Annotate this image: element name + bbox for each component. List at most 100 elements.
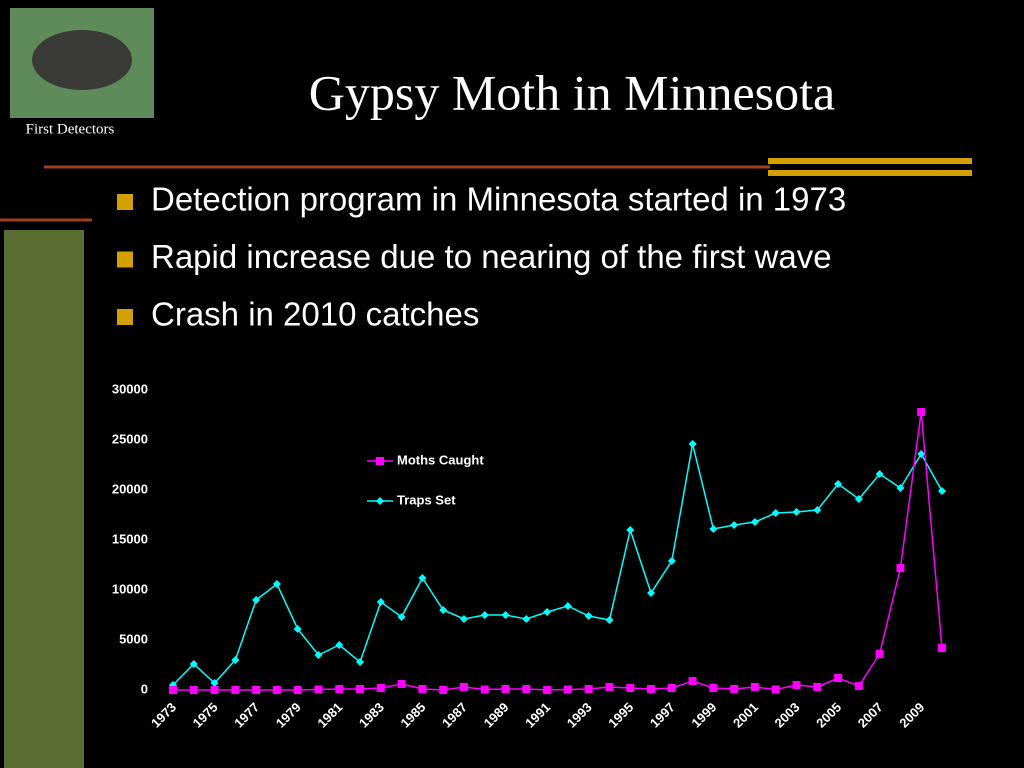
x-tick-label: 1973	[148, 700, 179, 731]
y-tick-label: 0	[141, 681, 148, 696]
legend-label: Moths Caught	[397, 452, 484, 467]
data-point	[667, 684, 676, 692]
x-tick-label: 1997	[647, 700, 678, 731]
data-point	[543, 608, 552, 616]
data-point	[792, 681, 801, 689]
x-tick-label: 2001	[730, 700, 761, 731]
x-tick-label: 1993	[564, 700, 595, 731]
data-point	[688, 440, 697, 448]
data-point	[896, 564, 905, 572]
data-point	[854, 682, 863, 690]
data-point	[397, 613, 406, 621]
data-point	[813, 506, 822, 514]
data-point	[584, 685, 593, 693]
data-point	[647, 589, 656, 597]
slide-title: Gypsy Moth in Minnesota	[309, 64, 835, 120]
data-point	[917, 408, 926, 416]
x-tick-label: 1991	[522, 700, 553, 731]
data-point	[522, 685, 531, 693]
data-point	[189, 686, 198, 694]
data-point	[210, 679, 219, 687]
data-point	[459, 683, 468, 691]
data-point	[626, 526, 635, 534]
bullet-marker	[117, 251, 133, 268]
data-point	[189, 660, 198, 668]
data-point	[750, 683, 759, 691]
data-point	[834, 480, 843, 488]
data-point	[563, 602, 572, 610]
data-point	[459, 615, 468, 623]
series-line	[173, 411, 943, 691]
x-tick-label: 1995	[605, 700, 636, 731]
data-point	[730, 521, 739, 529]
data-point	[522, 615, 531, 623]
data-point	[854, 495, 863, 503]
photo-caption: First Detectors	[26, 121, 115, 137]
data-point	[335, 641, 344, 649]
data-point	[272, 686, 281, 694]
data-point	[896, 484, 905, 492]
y-tick-label: 10000	[112, 581, 148, 596]
data-point	[688, 677, 697, 685]
data-point	[501, 685, 510, 693]
data-point	[584, 612, 593, 620]
x-tick-label: 1983	[356, 700, 387, 731]
data-point	[252, 686, 261, 694]
data-point	[917, 450, 926, 458]
data-point	[875, 470, 884, 478]
bullet-marker	[117, 194, 133, 210]
x-tick-label: 1975	[190, 700, 221, 731]
data-point	[314, 651, 323, 659]
data-point	[335, 685, 344, 693]
data-point	[397, 680, 406, 688]
data-point	[418, 574, 427, 582]
x-tick-label: 1999	[688, 700, 719, 731]
bullet-text: Crash in 2010 catches	[151, 296, 479, 333]
gold-bar	[768, 158, 972, 164]
x-tick-label: 1989	[481, 700, 512, 731]
data-point	[647, 685, 656, 693]
data-point	[314, 685, 323, 694]
data-point	[376, 684, 385, 692]
data-point	[439, 686, 448, 694]
data-point	[169, 686, 177, 694]
data-point	[875, 650, 884, 658]
caterpillar-shape	[32, 30, 132, 90]
data-point	[667, 557, 676, 565]
data-point	[231, 656, 240, 664]
y-tick-label: 5000	[119, 631, 148, 646]
data-point	[293, 625, 302, 633]
data-point	[563, 685, 572, 694]
data-point	[480, 685, 489, 694]
data-point	[938, 487, 946, 495]
x-tick-label: 1977	[231, 700, 262, 731]
x-tick-label: 2003	[772, 700, 803, 731]
bullet-marker	[117, 309, 133, 325]
series-line	[172, 443, 943, 686]
data-point	[418, 685, 427, 693]
data-point	[252, 596, 261, 604]
data-point	[501, 611, 510, 619]
x-tick-label: 2005	[813, 700, 844, 731]
data-point	[605, 616, 614, 624]
data-point	[480, 611, 489, 619]
data-point	[231, 686, 240, 694]
data-point	[293, 686, 302, 694]
y-tick-label: 25000	[112, 431, 148, 446]
data-point	[210, 686, 219, 694]
data-point	[792, 508, 801, 516]
legend-marker	[376, 497, 384, 505]
data-point	[730, 685, 739, 693]
data-point	[771, 509, 780, 517]
x-tick-label: 1981	[314, 700, 345, 731]
data-point	[439, 606, 448, 614]
y-tick-label: 20000	[112, 481, 148, 496]
y-tick-label: 30000	[112, 381, 148, 396]
data-point	[750, 518, 759, 526]
bullet-text: Detection program in Minnesota started i…	[151, 181, 846, 218]
data-point	[938, 644, 946, 652]
data-point	[376, 598, 385, 606]
x-tick-label: 1987	[439, 700, 470, 731]
